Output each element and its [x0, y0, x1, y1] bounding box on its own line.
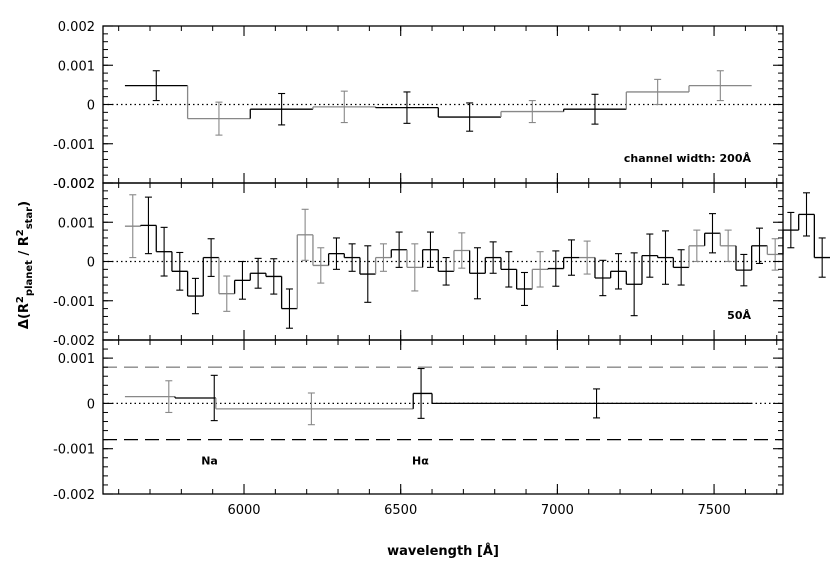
- x-tick-label: 6500: [384, 503, 417, 518]
- y-tick-label: 0.002: [58, 20, 95, 35]
- x-axis-title: wavelength [Å]: [387, 543, 499, 559]
- panel-2: -0.002 -0.001 0 0.001 0.002 50Å: [53, 177, 830, 349]
- y-tick-label: -0.002: [53, 177, 95, 192]
- y-tick-label: 0.001: [58, 352, 95, 367]
- y-tick-label: -0.001: [53, 295, 95, 310]
- y-tick-label: 0: [87, 256, 95, 271]
- y-tick-label: 0: [87, 99, 95, 114]
- panel-frame: [102, 339, 784, 495]
- y-tick-label: -0.002: [53, 334, 95, 349]
- line-label: Na: [201, 455, 218, 468]
- y-tick-label: 0.001: [58, 59, 95, 74]
- y-axis-title: Δ(R2planet / R2star): [15, 201, 35, 329]
- x-tick-label: 6000: [227, 503, 260, 518]
- line-label: Hα: [412, 455, 429, 468]
- panel-3: -0.002 -0.001 0 0.001 Na Hα: [53, 339, 784, 503]
- y-tick-label: 0.001: [58, 216, 95, 231]
- x-tick-label: 7500: [698, 503, 731, 518]
- panel-annotation: 50Å: [727, 309, 751, 322]
- y-tick-label: 0.002: [58, 177, 95, 192]
- y-tick-label: 0: [87, 397, 95, 412]
- panel-1: -0.002 -0.001 0 0.001 0.002 channel width: 20…: [53, 20, 784, 192]
- y-tick-label: -0.001: [53, 443, 95, 458]
- y-tick-label: -0.002: [53, 488, 95, 503]
- x-tick-label: 7000: [541, 503, 574, 518]
- panels-layer: -0.002 -0.001 0 0.001 0.002 channel width: 20…: [53, 20, 830, 518]
- panel-annotation: channel width: 200Å: [624, 152, 752, 165]
- y-tick-label: -0.001: [53, 138, 95, 153]
